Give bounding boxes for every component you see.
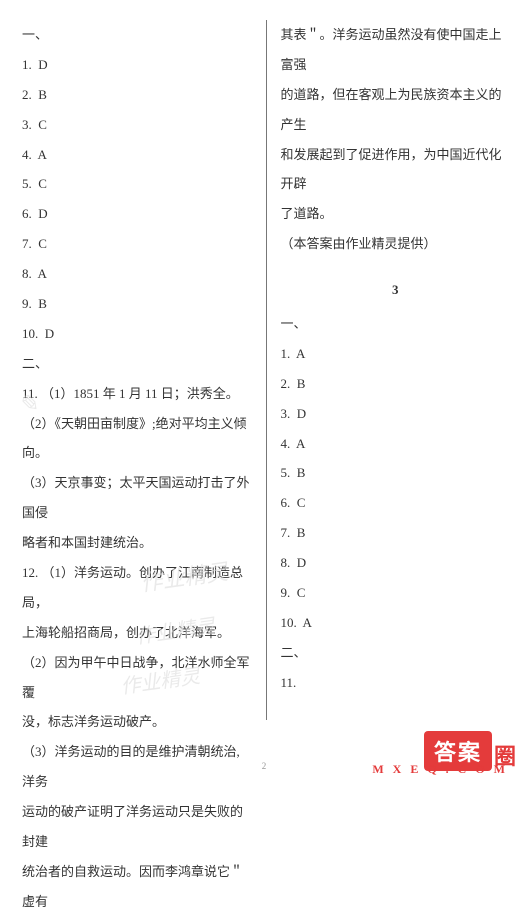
answer-item: 7. C — [22, 229, 252, 259]
q12-line: （3）洋务运动的目的是维护清朝统治,洋务 — [22, 737, 252, 797]
answer-item: 3. D — [281, 399, 511, 429]
continuation-line: 其表＂。洋务运动虽然没有使中国走上富强 — [281, 20, 511, 80]
page-container: 一、 1. D 2. B 3. C 4. A 5. C 6. D 7. C 8.… — [0, 0, 528, 779]
section-number-3: 3 — [281, 275, 511, 305]
section-1-label: 一、 — [281, 309, 511, 339]
answer-item: 5. B — [281, 458, 511, 488]
answer-item: 4. A — [281, 429, 511, 459]
answer-item: 9. C — [281, 578, 511, 608]
q12-line: 统治者的自救运动。因而李鸿章说它＂虚有 — [22, 857, 252, 917]
q11-line: 11. （1）1851 年 1 月 11 日；洪秀全。 — [22, 379, 252, 409]
q11-line: （3）天京事变；太平天国运动打击了外国侵 — [22, 468, 252, 528]
q11-line: 略者和本国封建统治。 — [22, 528, 252, 558]
right-column: 其表＂。洋务运动虽然没有使中国走上富强 的道路，但在客观上为民族资本主义的产生 … — [267, 20, 511, 749]
answer-item: 2. B — [22, 80, 252, 110]
answer-item: 2. B — [281, 369, 511, 399]
continuation-line: 了道路。 — [281, 199, 511, 229]
left-column: 一、 1. D 2. B 3. C 4. A 5. C 6. D 7. C 8.… — [22, 20, 266, 749]
answer-item: 5. C — [22, 169, 252, 199]
section-2-label: 二、 — [281, 638, 511, 668]
q12-line: 12. （1）洋务运动。创办了江南制造总局， — [22, 558, 252, 618]
answer-item: 8. A — [22, 259, 252, 289]
answer-item: 3. C — [22, 110, 252, 140]
q11-line: （2）《天朝田亩制度》;绝对平均主义倾向。 — [22, 409, 252, 469]
page-number: 2 — [262, 761, 267, 771]
continuation-line: （本答案由作业精灵提供） — [281, 229, 511, 259]
answer-item: 6. D — [22, 199, 252, 229]
continuation-line: 的道路，但在客观上为民族资本主义的产生 — [281, 80, 511, 140]
answer-item: 6. C — [281, 488, 511, 518]
answer-item: 7. B — [281, 518, 511, 548]
q12-line: 运动的破产证明了洋务运动只是失败的封建 — [22, 797, 252, 857]
q12-line: 没，标志洋务运动破产。 — [22, 707, 252, 737]
continuation-line: 和发展起到了促进作用，为中国近代化开辟 — [281, 140, 511, 200]
footer-url: M X E Q . C O M — [372, 762, 508, 777]
answer-item: 1. D — [22, 50, 252, 80]
answer-item: 10. A — [281, 608, 511, 638]
q12-line: （2）因为甲午中日战争，北洋水师全军覆 — [22, 648, 252, 708]
answer-item: 8. D — [281, 548, 511, 578]
q12-line: 上海轮船招商局，创办了北洋海军。 — [22, 618, 252, 648]
answer-item: 10. D — [22, 319, 252, 349]
answer-item: 9. B — [22, 289, 252, 319]
section-1-label: 一、 — [22, 20, 252, 50]
answer-item: 1. A — [281, 339, 511, 369]
q11-label: 11. — [281, 668, 511, 698]
answer-item: 4. A — [22, 140, 252, 170]
section-2-label: 二、 — [22, 349, 252, 379]
